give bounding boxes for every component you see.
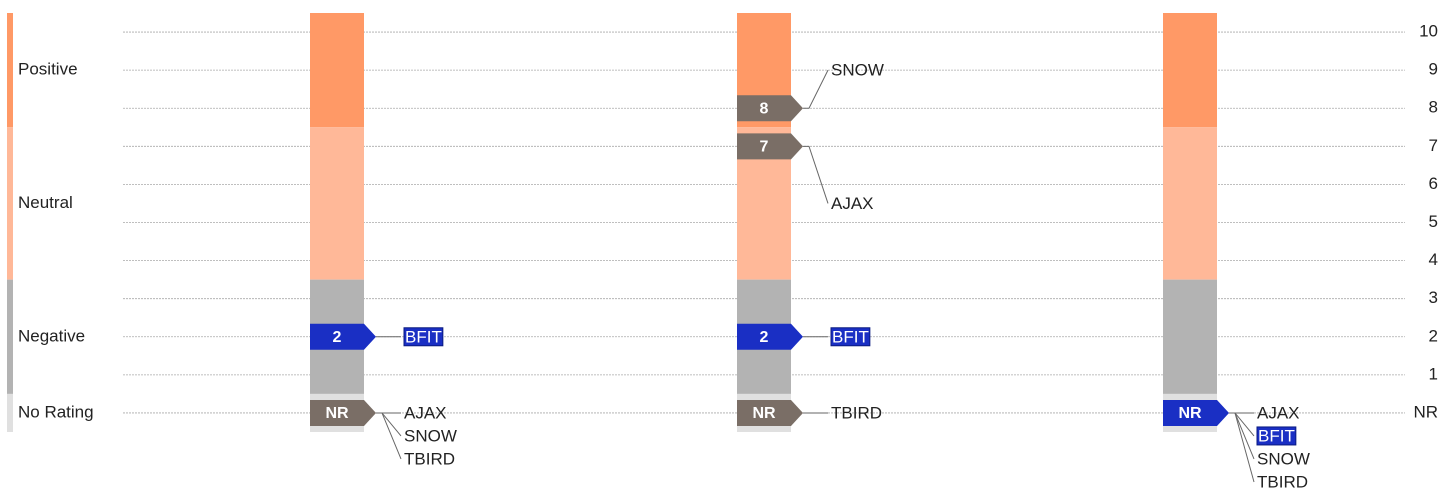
marker-label: 8 [760,100,769,117]
leader-line [376,412,402,437]
leader-line [1229,412,1255,437]
band-legend-strip [7,13,13,128]
rating-marker [1163,399,1229,426]
marker-label: 2 [333,329,342,346]
tag-label: TBIRD [404,449,455,468]
band-legend-strip [7,127,13,280]
y-tick-label: 7 [1429,136,1438,155]
rating-marker [737,133,803,160]
tag-label: SNOW [1257,449,1310,468]
y-tick-label: 9 [1429,60,1438,79]
tag-label: TBIRD [1257,472,1308,490]
tag-label: SNOW [831,61,884,80]
rating-marker [737,323,803,350]
column-band [310,127,364,280]
y-tick-label: 4 [1429,250,1438,269]
tag-label: BFIT [405,327,442,346]
highlighted-tag: BFIT [1256,426,1297,446]
y-tick-label: 1 [1429,364,1438,383]
tag-highlight [403,327,444,347]
tag-label: TBIRD [831,403,882,422]
band-legend-strip [7,279,13,394]
y-tick-label: 3 [1429,288,1438,307]
leader-line [376,412,402,460]
tag-highlight [830,327,871,347]
y-tick-label: 5 [1429,212,1438,231]
leader-line [803,69,829,109]
band-label: Neutral [18,193,73,212]
tag-highlight [1256,426,1297,446]
band-label: Negative [18,326,85,345]
tag-label: SNOW [404,426,457,445]
marker-label: 7 [760,139,769,156]
band-label: No Rating [18,402,94,421]
tag-label: AJAX [1257,403,1300,422]
marker-label: NR [325,405,349,422]
leader-line [803,145,829,204]
tag-label: AJAX [404,403,447,422]
highlighted-tag: BFIT [403,327,444,347]
marker-label: NR [752,405,776,422]
rating-marker [737,399,803,426]
highlighted-tag: BFIT [830,327,871,347]
column-band [310,13,364,128]
y-tick-label: NR [1413,402,1438,421]
column-band [1163,13,1217,128]
tag-label: BFIT [1258,426,1295,445]
rating-marker [310,399,376,426]
rating-marker [310,323,376,350]
y-tick-label: 2 [1429,326,1438,345]
rating-marker [737,95,803,122]
y-tick-label: 6 [1429,174,1438,193]
column-band [1163,279,1217,394]
tag-label: AJAX [831,194,874,213]
band-label: Positive [18,60,78,79]
y-tick-label: 10 [1419,22,1438,41]
marker-label: NR [1178,405,1202,422]
column-band [1163,127,1217,280]
y-tick-label: 8 [1429,98,1438,117]
marker-label: 2 [760,329,769,346]
band-legend-strip [7,393,13,432]
tag-label: BFIT [832,327,869,346]
leader-line [1229,412,1255,483]
